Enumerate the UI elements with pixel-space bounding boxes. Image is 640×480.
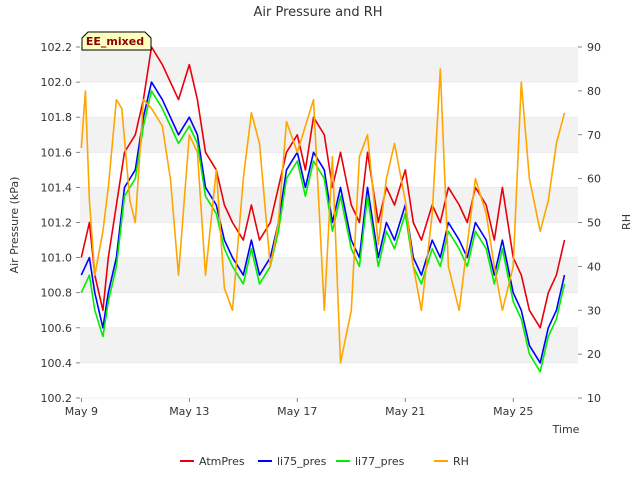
y2-axis-ticks: 10 20 30 40 50 60 70 80 90: [578, 41, 601, 405]
x-tick-label: May 9: [65, 405, 98, 418]
y-tick-label: 100.8: [41, 287, 73, 300]
y2-tick-label: 40: [587, 260, 601, 273]
y2-tick-label: 50: [587, 217, 601, 230]
annotation-badge-box: [81, 31, 152, 51]
legend-label: RH: [453, 455, 469, 468]
chart-title: Air Pressure and RH: [253, 5, 382, 20]
grid-band: [80, 117, 578, 153]
y-tick-label: 101.6: [41, 146, 73, 159]
y-tick-label: 101.2: [41, 217, 73, 230]
series-line-rh: [80, 68, 566, 364]
legend-label: li75_pres: [277, 455, 327, 468]
y2-tick-label: 90: [587, 41, 601, 54]
y2-tick-label: 30: [587, 304, 601, 317]
x-axis-ticks: May 9 May 13 May 17 May 21 May 25: [65, 398, 533, 418]
legend-label: li77_pres: [355, 455, 405, 468]
y2-tick-label: 60: [587, 173, 601, 186]
series-lines: [80, 46, 566, 373]
y-tick-label: 101.0: [41, 252, 73, 265]
x-tick-label: May 21: [385, 405, 425, 418]
annotation-badge: EE_mixed: [81, 31, 152, 51]
y2-tick-label: 10: [587, 392, 601, 405]
y-axis-ticks: 100.2 100.4 100.6 100.8 101.0 101.2 101.4 101.6…: [41, 41, 80, 405]
y-tick-label: 100.4: [41, 357, 73, 370]
grid-band: [80, 257, 578, 293]
y-tick-label: 100.6: [41, 322, 73, 335]
y2-tick-label: 20: [587, 348, 601, 361]
legend: AtmPres li75_pres li77_pres RH: [180, 455, 469, 468]
y-tick-label: 101.4: [41, 181, 73, 194]
y-tick-label: 101.8: [41, 111, 73, 124]
y-tick-label: 102.2: [41, 41, 73, 54]
y-tick-label: 100.2: [41, 392, 73, 405]
x-tick-label: May 13: [169, 405, 209, 418]
y-axis-title: Air Pressure (kPa): [8, 177, 21, 274]
series-line-li77-pres: [80, 90, 566, 373]
y2-tick-label: 80: [587, 85, 601, 98]
y-tick-label: 102.0: [41, 76, 73, 89]
x-tick-label: May 17: [277, 405, 317, 418]
series-line-atmpres: [80, 46, 566, 329]
legend-label: AtmPres: [199, 455, 245, 468]
annotation-label: EE_mixed: [86, 35, 144, 48]
y2-axis-title: RH: [620, 214, 633, 230]
x-axis-title: Time: [552, 423, 580, 436]
series-line-li75-pres: [80, 81, 566, 364]
x-tick-label: May 25: [493, 405, 533, 418]
grid-band: [80, 327, 578, 363]
y2-tick-label: 70: [587, 129, 601, 142]
